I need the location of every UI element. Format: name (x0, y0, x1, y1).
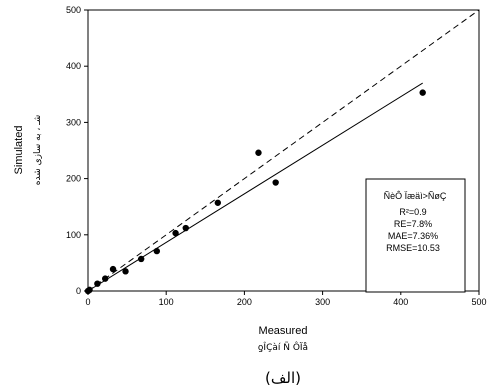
x-tick-label: 500 (471, 297, 486, 307)
y-axis-subtitle: شـ ، به سازی شده (33, 115, 43, 186)
statistics-box-title: ÑèÔ Ïæäì>ÑøÇ (384, 191, 447, 201)
regression-fit-line (87, 82, 423, 292)
one-to-one-reference-line (87, 9, 480, 292)
stat-r2: R²=0.9 (399, 207, 426, 217)
statistics-box: ÑèÔ Ïæäì>ÑøÇ R²=0.9 RE=7.8% MAE=7.36% RM… (365, 178, 466, 293)
y-tick-label: 400 (66, 61, 81, 71)
x-tick-label: 0 (85, 297, 90, 307)
x-tick-label: 100 (159, 297, 174, 307)
data-point (172, 229, 179, 237)
data-point (272, 179, 279, 186)
stat-rmse: RMSE=10.53 (386, 243, 440, 253)
data-point (255, 149, 262, 156)
data-point (419, 89, 426, 96)
y-tick-label: 300 (66, 117, 81, 127)
y-tick-label: 100 (66, 230, 81, 240)
data-point (94, 280, 101, 287)
plot-frame (87, 9, 480, 292)
x-tick-label: 200 (237, 297, 252, 307)
data-point (122, 268, 129, 275)
y-tick-label: 200 (66, 174, 81, 184)
x-axis-title: Measured (259, 325, 308, 337)
data-point (153, 247, 161, 255)
data-point (214, 199, 222, 206)
data-point (86, 286, 93, 294)
y-tick-label: 500 (66, 5, 81, 15)
y-axis-ticks: 0 100 200 300 400 500 (66, 5, 88, 296)
data-point (137, 255, 145, 263)
data-points (84, 89, 426, 295)
figure-caption: (الف) (265, 369, 301, 387)
statistics-box-frame (365, 178, 466, 293)
stat-mae: MAE=7.36% (388, 231, 438, 241)
data-point (102, 275, 109, 282)
data-point (109, 265, 117, 273)
x-tick-label: 400 (393, 297, 408, 307)
y-axis-title: Simulated (13, 126, 25, 175)
stat-re: RE=7.8% (394, 219, 432, 229)
x-axis-ticks: 0 100 200 300 400 500 (85, 291, 487, 307)
y-tick-label: 0 (76, 286, 81, 296)
data-point (182, 224, 189, 232)
x-axis-subtitle: ƍÎÇàí Ñ ÔÏå (258, 341, 308, 353)
x-tick-label: 300 (315, 297, 330, 307)
